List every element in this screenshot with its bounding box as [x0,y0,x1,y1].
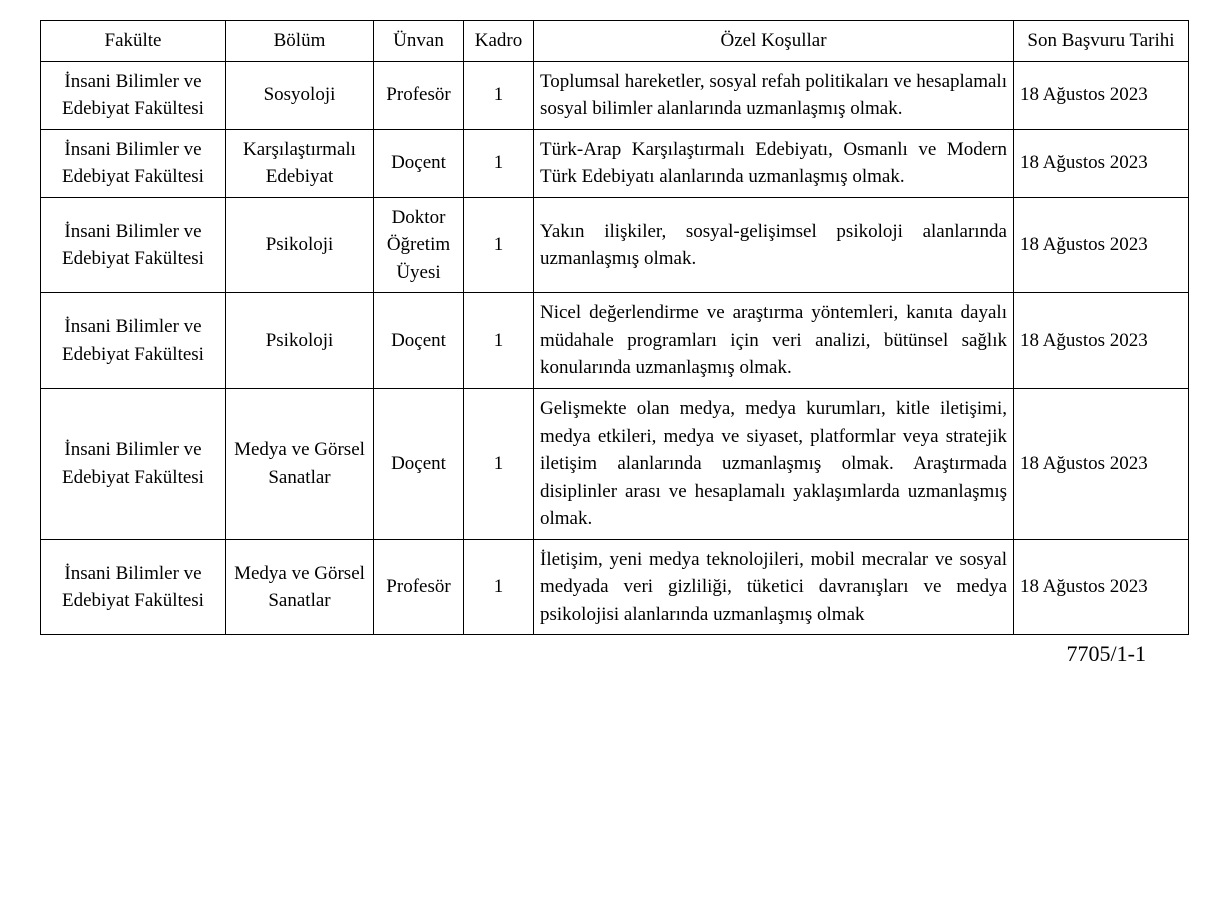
cell-ozel: Türk-Arap Karşılaştırmalı Edebiyatı, Osm… [534,129,1014,197]
cell-fakulte: İnsani Bilimler ve Edebiyat Fakültesi [41,129,226,197]
col-kadro: Kadro [464,21,534,62]
col-tarih: Son Başvuru Tarihi [1014,21,1189,62]
cell-ozel: Gelişmekte olan medya, medya kurumları, … [534,389,1014,540]
table-row: İnsani Bilimler ve Edebiyat Fakültesi Me… [41,389,1189,540]
cell-tarih: 18 Ağustos 2023 [1014,539,1189,635]
cell-fakulte: İnsani Bilimler ve Edebiyat Fakültesi [41,197,226,293]
col-ozel: Özel Koşullar [534,21,1014,62]
page-footer: 7705/1-1 [40,641,1186,667]
cell-tarih: 18 Ağustos 2023 [1014,389,1189,540]
cell-kadro: 1 [464,61,534,129]
cell-kadro: 1 [464,539,534,635]
cell-fakulte: İnsani Bilimler ve Edebiyat Fakültesi [41,539,226,635]
cell-unvan: Profesör [374,539,464,635]
cell-ozel: Nicel değerlendirme ve araştırma yönteml… [534,293,1014,389]
table-row: İnsani Bilimler ve Edebiyat Fakültesi So… [41,61,1189,129]
cell-bolum: Medya ve Görsel Sanatlar [226,389,374,540]
cell-ozel: Toplumsal hareketler, sosyal refah polit… [534,61,1014,129]
table-row: İnsani Bilimler ve Edebiyat Fakültesi Me… [41,539,1189,635]
cell-tarih: 18 Ağustos 2023 [1014,293,1189,389]
col-unvan: Ünvan [374,21,464,62]
table-row: İnsani Bilimler ve Edebiyat Fakültesi Ka… [41,129,1189,197]
cell-kadro: 1 [464,197,534,293]
cell-ozel: İletişim, yeni medya teknolojileri, mobi… [534,539,1014,635]
col-bolum: Bölüm [226,21,374,62]
positions-table: Fakülte Bölüm Ünvan Kadro Özel Koşullar … [40,20,1189,635]
cell-tarih: 18 Ağustos 2023 [1014,129,1189,197]
cell-tarih: 18 Ağustos 2023 [1014,61,1189,129]
cell-unvan: Doktor Öğretim Üyesi [374,197,464,293]
cell-unvan: Profesör [374,61,464,129]
table-header-row: Fakülte Bölüm Ünvan Kadro Özel Koşullar … [41,21,1189,62]
cell-bolum: Psikoloji [226,293,374,389]
cell-unvan: Doçent [374,129,464,197]
cell-bolum: Psikoloji [226,197,374,293]
cell-unvan: Doçent [374,293,464,389]
cell-fakulte: İnsani Bilimler ve Edebiyat Fakültesi [41,389,226,540]
cell-fakulte: İnsani Bilimler ve Edebiyat Fakültesi [41,293,226,389]
cell-ozel: Yakın ilişkiler, sosyal-gelişimsel psiko… [534,197,1014,293]
cell-fakulte: İnsani Bilimler ve Edebiyat Fakültesi [41,61,226,129]
cell-bolum: Karşılaştırmalı Edebiyat [226,129,374,197]
cell-bolum: Sosyoloji [226,61,374,129]
cell-kadro: 1 [464,389,534,540]
cell-bolum: Medya ve Görsel Sanatlar [226,539,374,635]
col-fakulte: Fakülte [41,21,226,62]
cell-kadro: 1 [464,129,534,197]
cell-kadro: 1 [464,293,534,389]
table-row: İnsani Bilimler ve Edebiyat Fakültesi Ps… [41,197,1189,293]
cell-tarih: 18 Ağustos 2023 [1014,197,1189,293]
table-row: İnsani Bilimler ve Edebiyat Fakültesi Ps… [41,293,1189,389]
cell-unvan: Doçent [374,389,464,540]
